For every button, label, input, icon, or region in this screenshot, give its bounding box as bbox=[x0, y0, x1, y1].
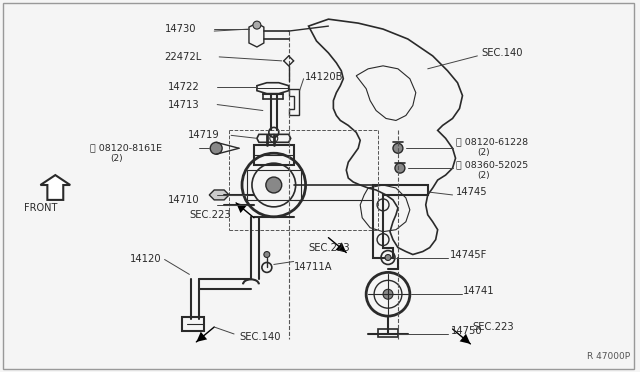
Text: Ⓑ 08120-8161E: Ⓑ 08120-8161E bbox=[90, 144, 162, 153]
Bar bbox=[378, 329, 398, 337]
Circle shape bbox=[210, 142, 222, 154]
Text: 14711A: 14711A bbox=[294, 262, 332, 272]
Polygon shape bbox=[460, 334, 470, 344]
Circle shape bbox=[383, 289, 393, 299]
Text: Ⓢ 08360-52025: Ⓢ 08360-52025 bbox=[456, 161, 528, 170]
Text: 14745: 14745 bbox=[456, 187, 487, 197]
Polygon shape bbox=[196, 332, 207, 342]
Text: 14730: 14730 bbox=[164, 24, 196, 34]
Text: 14741: 14741 bbox=[463, 286, 494, 296]
Text: SEC.223: SEC.223 bbox=[189, 210, 231, 220]
Circle shape bbox=[264, 251, 270, 257]
Text: SEC.140: SEC.140 bbox=[481, 48, 523, 58]
Polygon shape bbox=[236, 203, 247, 213]
Polygon shape bbox=[335, 243, 346, 253]
Bar bbox=[254, 145, 294, 165]
Circle shape bbox=[266, 177, 282, 193]
Bar bbox=[182, 317, 204, 331]
Text: 14750: 14750 bbox=[451, 326, 482, 336]
Text: Ⓑ 08120-61228: Ⓑ 08120-61228 bbox=[456, 138, 527, 147]
Text: FRONT: FRONT bbox=[24, 203, 57, 213]
Text: SEC.140: SEC.140 bbox=[239, 332, 280, 342]
Text: 14722: 14722 bbox=[168, 82, 199, 92]
Circle shape bbox=[393, 143, 403, 153]
Text: SEC.223: SEC.223 bbox=[472, 322, 514, 332]
Text: 14719: 14719 bbox=[188, 130, 219, 140]
Text: SEC.223: SEC.223 bbox=[308, 243, 350, 253]
Circle shape bbox=[385, 254, 391, 260]
Text: 14120B: 14120B bbox=[305, 72, 343, 82]
Text: 14120: 14120 bbox=[130, 254, 161, 264]
Text: 14745F: 14745F bbox=[449, 250, 487, 260]
Text: (2): (2) bbox=[477, 171, 490, 180]
Circle shape bbox=[395, 163, 405, 173]
Polygon shape bbox=[209, 190, 229, 200]
Bar bbox=[247, 170, 301, 200]
Circle shape bbox=[253, 21, 261, 29]
Polygon shape bbox=[40, 175, 70, 200]
Text: (2): (2) bbox=[477, 148, 490, 157]
Text: 14713: 14713 bbox=[168, 100, 199, 110]
Text: (2): (2) bbox=[110, 154, 123, 163]
Text: R 47000P: R 47000P bbox=[587, 352, 630, 361]
Text: 14710: 14710 bbox=[168, 195, 199, 205]
Text: 22472L: 22472L bbox=[164, 52, 202, 62]
